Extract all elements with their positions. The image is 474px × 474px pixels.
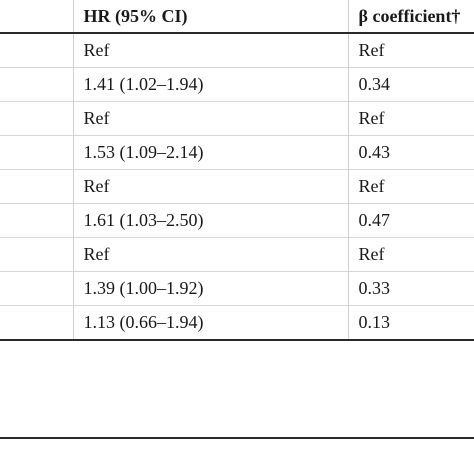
table-row: 1.61 (1.03–2.50) 0.47 [0,203,474,238]
table-footer-rule [0,437,474,439]
table-row: 1.39 (1.00–1.92) 0.33 [0,271,474,306]
table-row: 1.13 (0.66–1.94) 0.13 [0,305,474,341]
variable-cell [0,135,73,170]
beta-cell: 0.13 [347,305,474,341]
beta-cell: 0.34 [347,67,474,102]
hr-cell: Ref [72,32,348,68]
hr-cell: Ref [72,101,348,136]
table-row: Ref Ref [0,32,474,68]
variable-cell [0,32,73,68]
beta-cell: 0.47 [347,203,474,238]
hr-cell: 1.13 (0.66–1.94) [72,305,348,341]
variable-cell [0,237,73,272]
hr-cell: 1.61 (1.03–2.50) [72,203,348,238]
hr-cell: 1.39 (1.00–1.92) [72,271,348,306]
hr-cell: Ref [72,237,348,272]
column-header-beta: β coefficient† [347,0,474,34]
hr-cell: 1.41 (1.02–1.94) [72,67,348,102]
hr-cell: 1.53 (1.09–2.14) [72,135,348,170]
table-row: Ref Ref [0,169,474,204]
table-row: 1.41 (1.02–1.94) 0.34 [0,67,474,102]
beta-cell: Ref [347,101,474,136]
results-table-container: HR (95% CI) β coefficient† Ref Ref 1.41 … [0,0,474,341]
table-row: Ref Ref [0,237,474,272]
variable-cell [0,271,73,306]
beta-cell: 0.43 [347,135,474,170]
beta-cell: Ref [347,169,474,204]
table-row: Ref Ref [0,101,474,136]
variable-cell [0,305,73,341]
beta-cell: Ref [347,237,474,272]
table-row: 1.53 (1.09–2.14) 0.43 [0,135,474,170]
beta-cell: 0.33 [347,271,474,306]
results-table: HR (95% CI) β coefficient† Ref Ref 1.41 … [0,0,474,341]
variable-cell [0,101,73,136]
variable-cell [0,67,73,102]
column-header-variable [0,0,73,34]
beta-cell: Ref [347,32,474,68]
variable-cell [0,169,73,204]
column-header-hr: HR (95% CI) [72,0,348,34]
variable-cell [0,203,73,238]
table-header-row: HR (95% CI) β coefficient† [0,0,474,34]
hr-cell: Ref [72,169,348,204]
